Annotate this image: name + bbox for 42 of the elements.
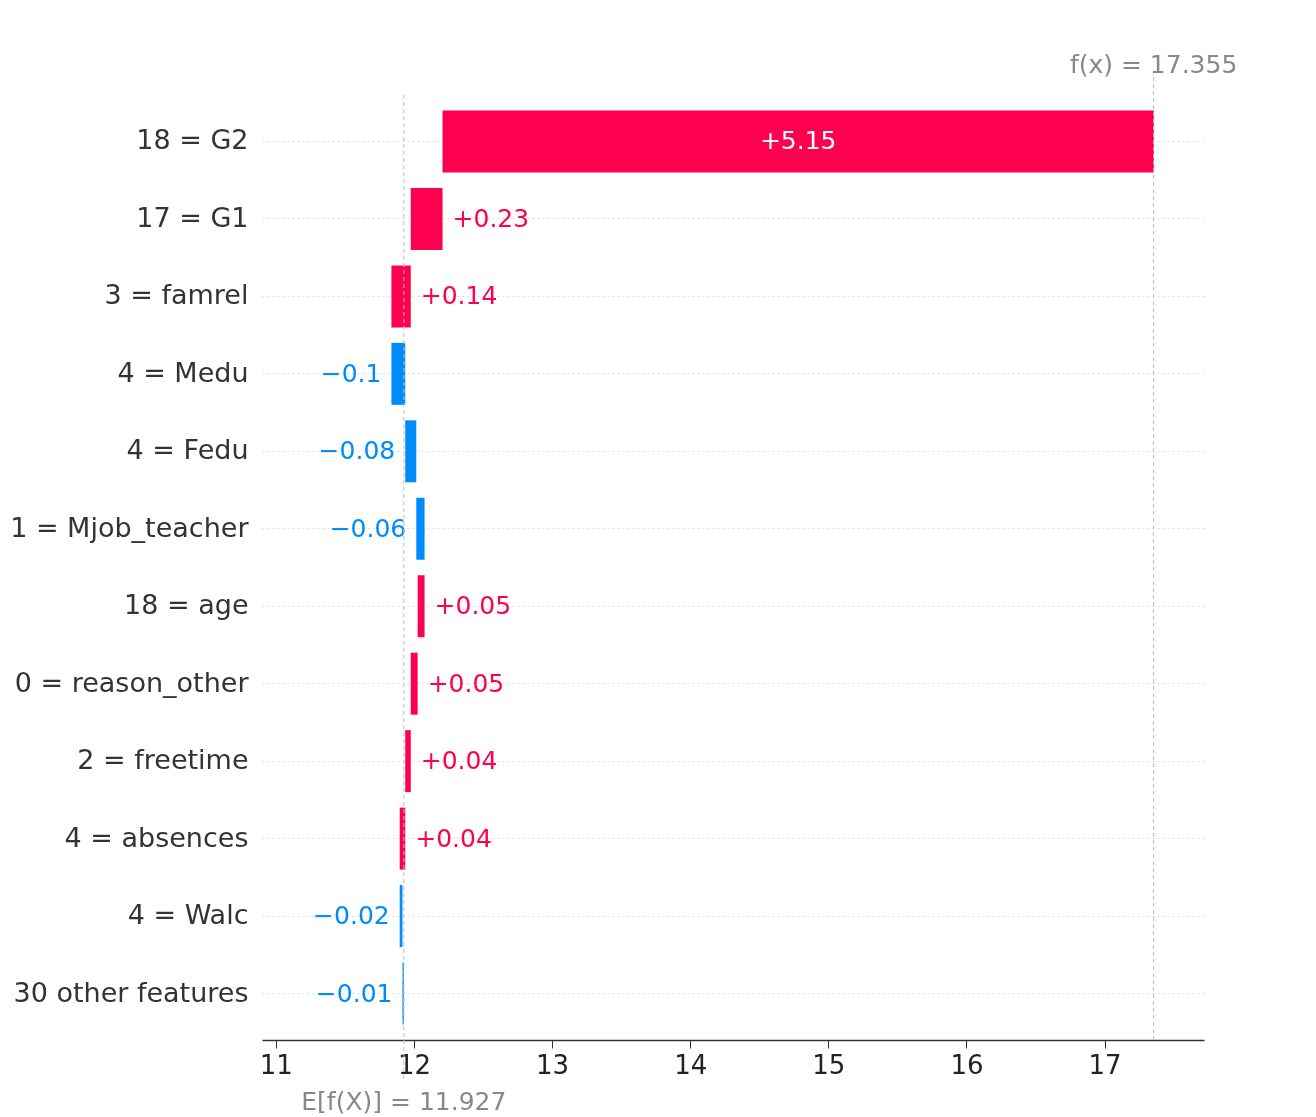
y-tick-label: 2 = freetime	[77, 744, 249, 776]
bar	[405, 730, 411, 793]
y-tick-label: 18 = G2	[136, 124, 249, 156]
x-tick-label: 14	[674, 1049, 708, 1080]
data-label: +0.05	[427, 668, 505, 698]
ref-line-label: E[f(X)] = 11.927	[301, 1087, 507, 1116]
y-tick-label: 1 = Mjob_teacher	[10, 511, 250, 543]
bar	[416, 497, 425, 560]
data-label: −0.06	[329, 513, 407, 543]
x-tick-label: 15	[812, 1049, 846, 1080]
y-tick-label: 4 = Medu	[117, 356, 249, 388]
data-label: +0.04	[415, 823, 492, 853]
data-label: +0.05	[434, 591, 512, 621]
x-tick-label: 13	[536, 1049, 570, 1080]
x-tick-label: 17	[1088, 1049, 1122, 1080]
y-tick-label: 0 = reason_other	[14, 666, 250, 698]
data-label: +0.23	[452, 203, 530, 233]
y-tick-label: 4 = Walc	[127, 899, 249, 931]
y-tick-label: 4 = absences	[64, 821, 249, 853]
data-label: +0.14	[420, 281, 498, 311]
bar	[391, 265, 411, 328]
x-tick-label: 11	[259, 1049, 293, 1080]
bar	[405, 420, 417, 483]
bar	[410, 187, 443, 250]
y-tick-label: 30 other features	[13, 976, 249, 1008]
bar	[391, 342, 406, 405]
bar	[417, 575, 425, 638]
data-label: +0.04	[420, 746, 498, 776]
data-label: −0.08	[318, 436, 396, 466]
y-tick-label: 17 = G1	[136, 201, 249, 233]
data-label: −0.01	[315, 978, 393, 1008]
x-tick-label: 12	[397, 1049, 431, 1080]
y-tick-label: 3 = famrel	[104, 279, 249, 311]
bar	[442, 110, 1154, 173]
y-tick-label: 4 = Fedu	[126, 434, 249, 466]
data-label: +5.15	[759, 126, 837, 156]
bar	[410, 652, 418, 715]
data-label: −0.02	[313, 901, 390, 931]
ref-line-label: f(x) = 17.355	[1069, 50, 1238, 79]
y-tick-label: 18 = age	[124, 589, 249, 621]
x-tick-label: 16	[950, 1049, 984, 1080]
data-label: −0.1	[320, 358, 382, 388]
